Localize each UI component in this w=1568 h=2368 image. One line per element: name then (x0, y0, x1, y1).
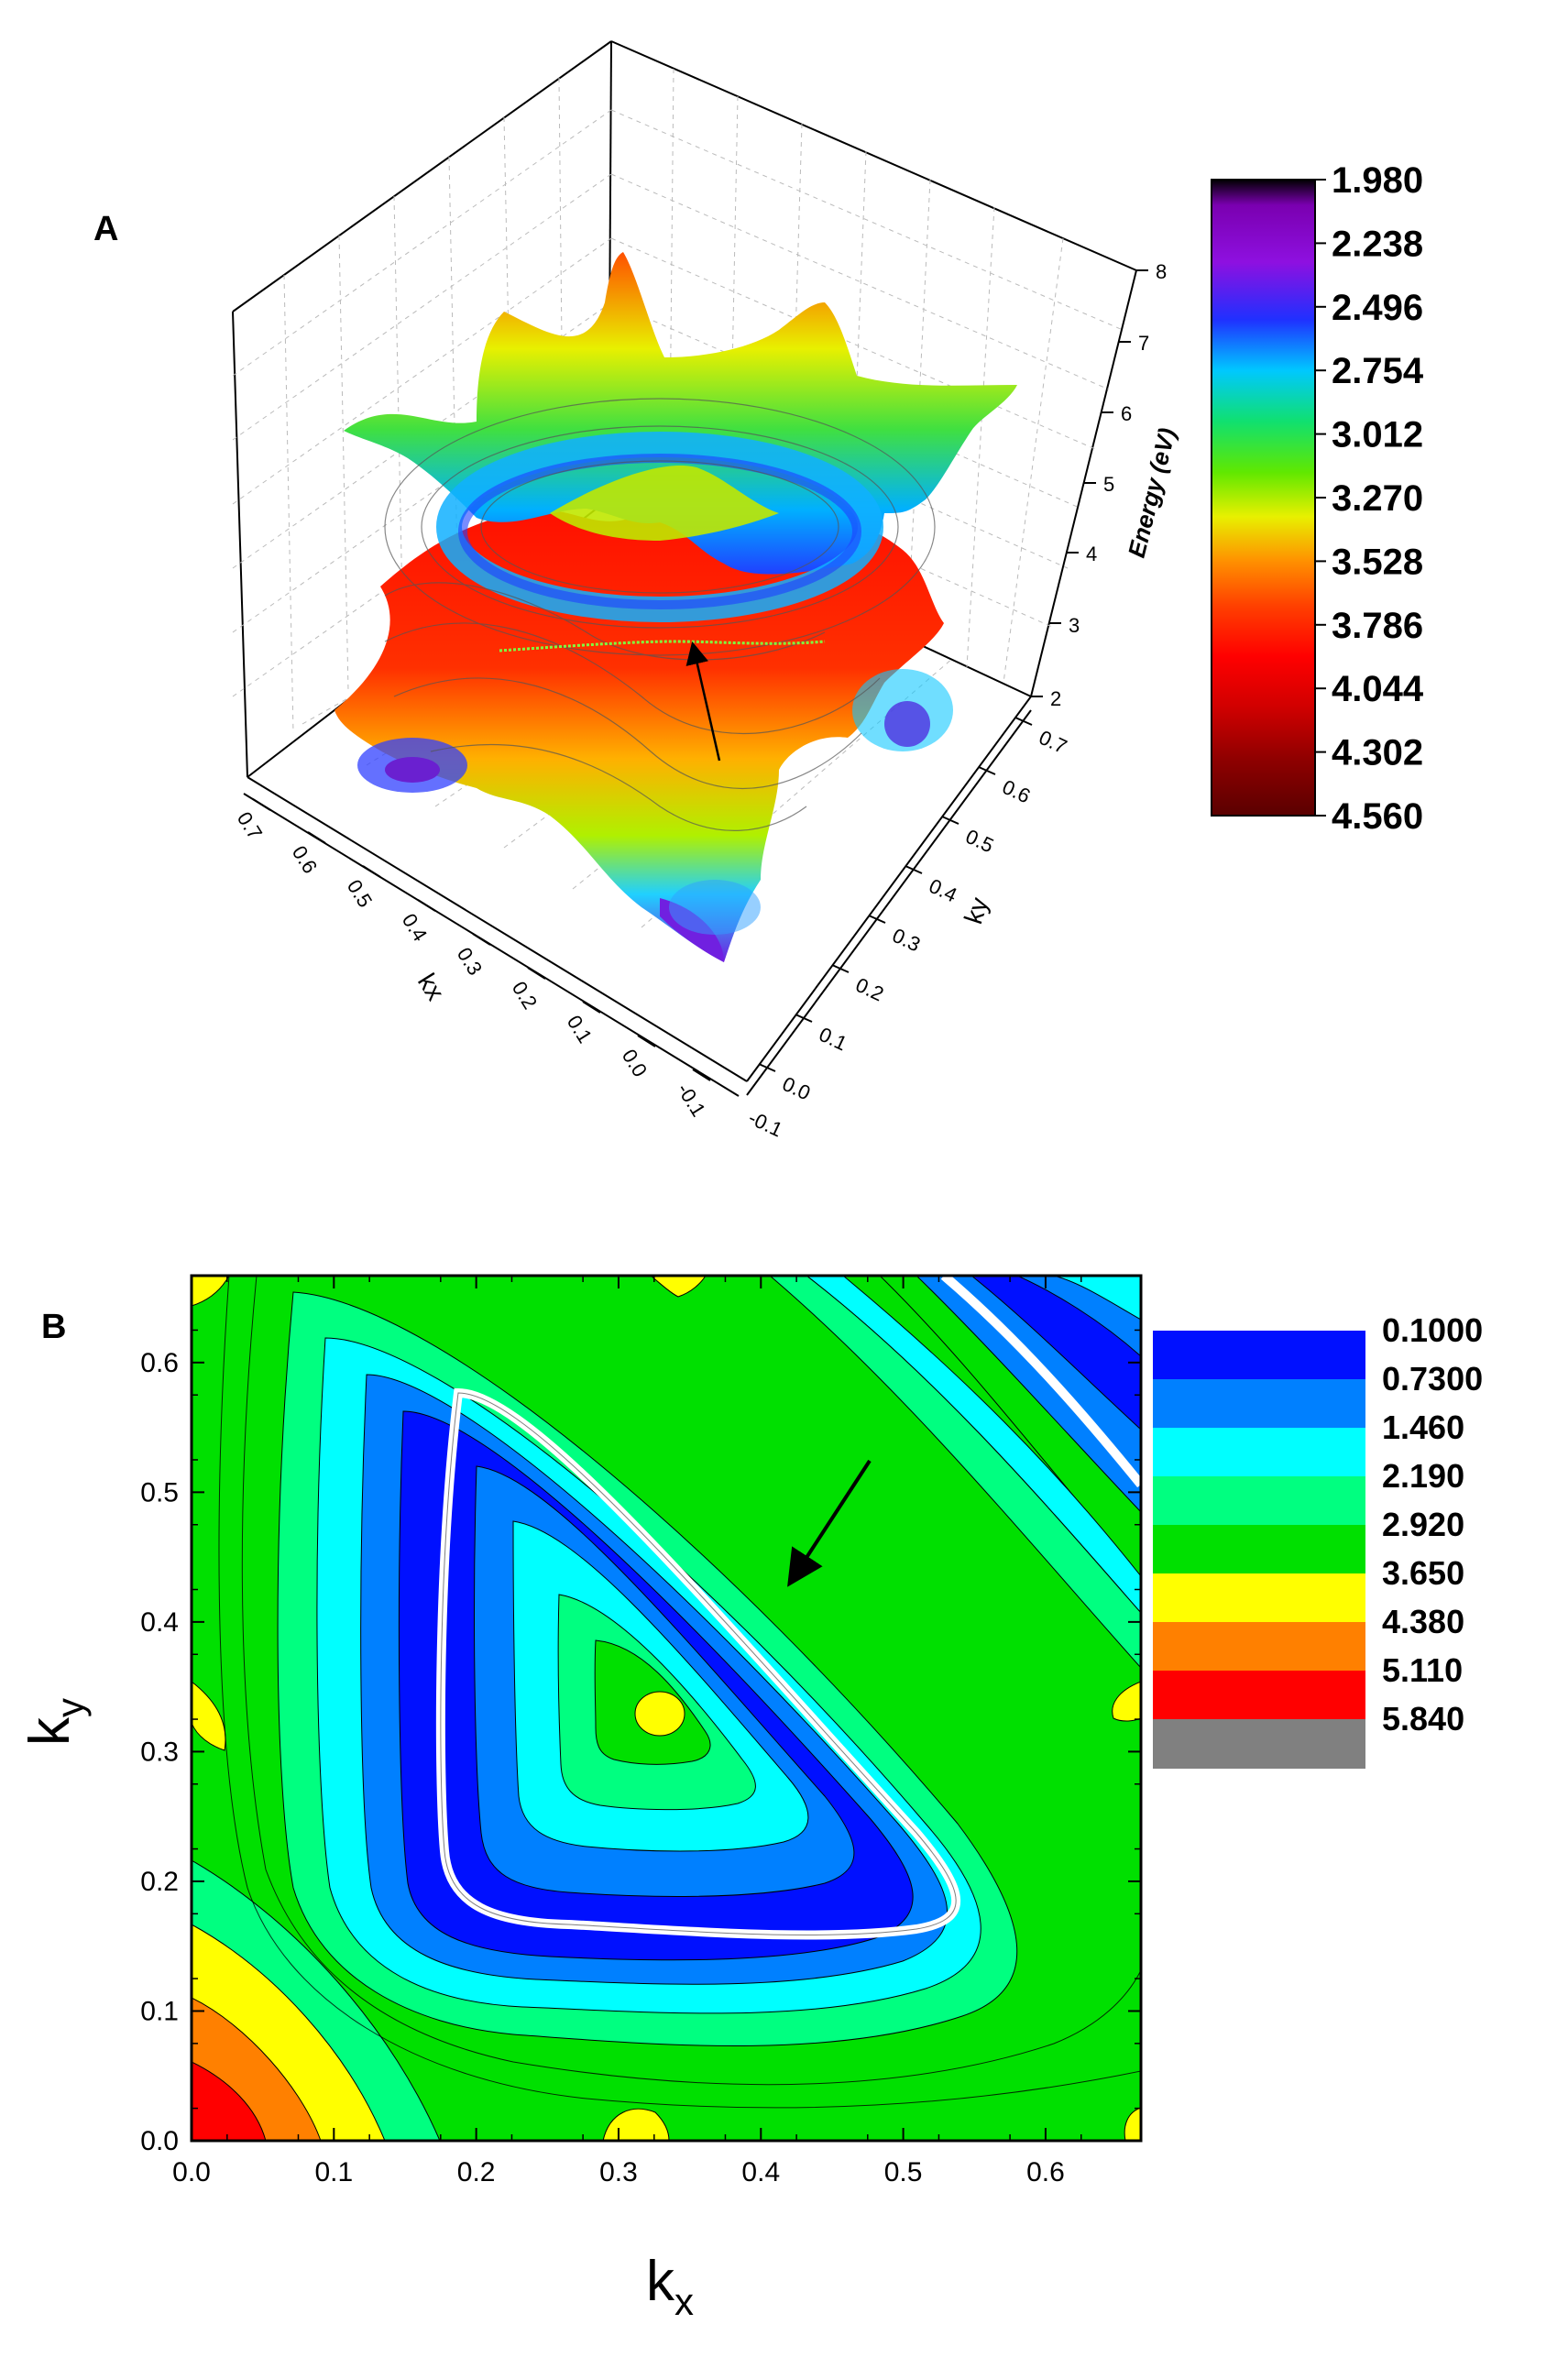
ky-tick: 0.0 (779, 1072, 814, 1105)
z-axis: 2 3 4 5 6 7 8 Energy (eV) (1031, 260, 1181, 710)
legend-b-label: 2.190 (1382, 1457, 1464, 1495)
panel-b-frame (190, 1274, 1143, 2143)
legend-b-label: 0.1000 (1382, 1311, 1483, 1349)
colorbar-a-gradient (1211, 179, 1316, 817)
kx-tick: 0.4 (398, 909, 432, 945)
legend-b-swatch (1153, 1525, 1365, 1574)
y-tick-label: 0.6 (140, 1348, 179, 1378)
panel-a-arrow (685, 641, 721, 762)
z-tick: 4 (1086, 543, 1097, 565)
x-tick-label: 0.1 (314, 2157, 353, 2187)
ky-tick: -0.1 (745, 1106, 786, 1142)
colorbar-a: 1.980 2.238 2.496 2.754 3.012 3.270 3.528 3.786… (1211, 160, 1424, 837)
kx-tick: 0.2 (508, 977, 542, 1013)
colorbar-a-label: 3.270 (1332, 478, 1423, 519)
kx-tick: 0.3 (453, 943, 487, 979)
x-tick-label: 0.2 (457, 2157, 496, 2187)
x-tick-label: 0.0 (172, 2157, 211, 2187)
z-axis-title: Energy (eV) (1123, 425, 1181, 560)
legend-b-swatch (1153, 1719, 1365, 1769)
kx-tick: 0.6 (288, 841, 322, 877)
y-tick-label: 0.4 (140, 1607, 179, 1638)
ky-axis-title-b: ky (18, 1698, 92, 1746)
legend-b-label: 0.7300 (1382, 1360, 1483, 1398)
ky-tick: 0.4 (926, 874, 960, 907)
z-tick: 3 (1069, 614, 1080, 637)
z-tick: 7 (1138, 332, 1149, 355)
colorbar-a-label: 2.496 (1332, 288, 1423, 328)
legend-b-label: 2.920 (1382, 1506, 1464, 1543)
x-tick-label: 0.4 (741, 2157, 780, 2187)
z-tick: 2 (1050, 687, 1061, 710)
ky-tick: 0.2 (852, 973, 887, 1006)
ky-tick: 0.5 (962, 825, 997, 858)
legend-b-swatch (1153, 1331, 1365, 1380)
legend-b-swatch (1153, 1622, 1365, 1672)
ky-tick: 0.3 (889, 924, 924, 957)
legend-b-swatch (1153, 1476, 1365, 1526)
y-tick-label: 0.3 (140, 1737, 179, 1767)
x-tick-label: 0.5 (884, 2157, 923, 2187)
panel-b-arrow (787, 1459, 872, 1587)
x-tick-label: 0.6 (1026, 2157, 1065, 2187)
legend-b-swatch (1153, 1671, 1365, 1720)
z-tick: 8 (1156, 260, 1167, 283)
y-tick-label: 0.2 (140, 1867, 179, 1897)
kx-tick: 0.7 (233, 807, 267, 843)
legend-b-label: 5.840 (1382, 1700, 1464, 1738)
surface-contour-lines (384, 398, 936, 831)
ky-axis: 0.7 0.6 0.5 0.4 0.3 0.2 0.1 0.0 -0.1 ky (745, 709, 1070, 1142)
x-tick-label: 0.3 (599, 2157, 638, 2187)
panel-a-3d-surface: 2 3 4 5 6 7 8 Energy (eV) 0.7 (232, 40, 1424, 1142)
colorbar-a-label: 2.238 (1332, 224, 1423, 264)
colorbar-a-label: 3.528 (1332, 542, 1423, 582)
colorbar-a-label: 4.560 (1332, 796, 1423, 837)
kx-tick: 0.0 (618, 1045, 652, 1080)
legend-b-swatch (1153, 1428, 1365, 1477)
kx-tick: -0.1 (673, 1079, 710, 1120)
colorbar-a-label: 4.302 (1332, 733, 1423, 773)
legend-b-label: 3.650 (1382, 1554, 1464, 1592)
ky-tick: 0.7 (1036, 726, 1070, 759)
y-tick-label: 0.1 (140, 1996, 179, 2026)
y-tick-label: 0.0 (140, 2126, 179, 2156)
ky-tick: 0.1 (816, 1023, 850, 1056)
kx-axis-title: kx (412, 969, 450, 1005)
dirac-line (499, 640, 826, 652)
lower-energy-surface (334, 510, 944, 962)
legend-b-swatch (1153, 1379, 1365, 1429)
z-tick: 5 (1103, 473, 1114, 496)
legend-b: 0.1000 0.7300 1.460 2.190 2.920 3.650 4.380 5.1… (1153, 1311, 1483, 1769)
panel-b-label: B (41, 1308, 66, 1346)
colorbar-a-label: 4.044 (1332, 669, 1424, 709)
y-tick-label: 0.5 (140, 1477, 179, 1507)
colorbar-a-label: 3.012 (1332, 415, 1423, 455)
kx-tick: 0.1 (563, 1011, 597, 1047)
ky-axis-title: ky (959, 894, 993, 927)
panel-a-label: A (93, 210, 118, 248)
z-tick: 6 (1121, 402, 1132, 425)
legend-b-label: 4.380 (1382, 1603, 1464, 1640)
colorbar-a-label: 2.754 (1332, 351, 1424, 391)
ky-tick: 0.6 (999, 775, 1034, 808)
legend-b-label: 1.460 (1382, 1409, 1464, 1446)
colorbar-a-label: 1.980 (1332, 160, 1423, 201)
legend-b-swatch (1153, 1573, 1365, 1623)
kx-axis-title-b: kx (646, 2250, 694, 2323)
legend-b-label: 5.110 (1382, 1651, 1463, 1689)
panel-b-contour: 0.0 0.1 0.2 0.3 0.4 0.5 0.6 0.0 0.1 0.2 0.3 0.4 0.5… (18, 1274, 1483, 2323)
kx-tick: 0.5 (343, 875, 377, 911)
colorbar-a-label: 3.786 (1332, 606, 1423, 646)
